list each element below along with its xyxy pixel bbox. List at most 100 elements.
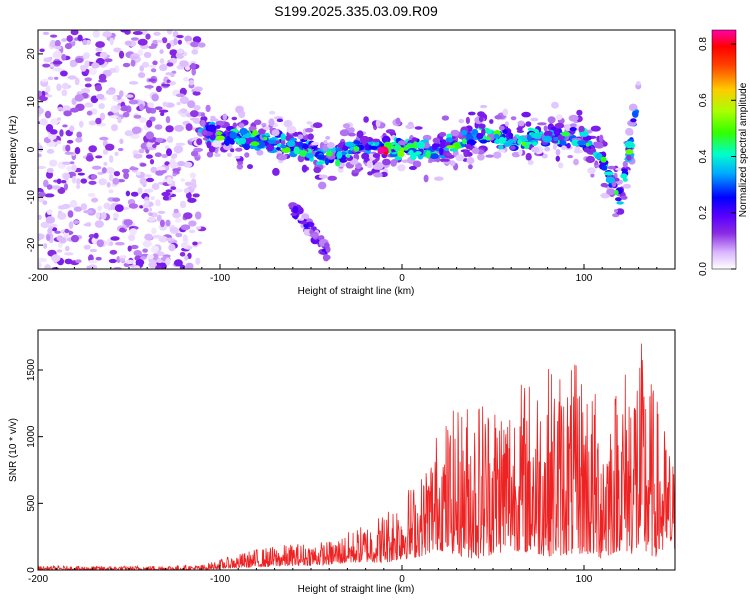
heatmap-cell [56, 83, 62, 92]
heatmap-cell [166, 42, 171, 50]
heatmap-cell [54, 50, 62, 58]
heatmap-cell [44, 110, 52, 119]
heatmap-cell [615, 208, 625, 215]
heatmap-cell [503, 142, 513, 147]
heatmap-cell [295, 141, 301, 146]
heatmap-cell [518, 148, 523, 156]
heatmap-cell [84, 102, 92, 108]
heatmap-cell [109, 115, 119, 119]
heatmap-cell [366, 160, 373, 169]
heatmap-cell [69, 61, 77, 68]
heatmap-cell [517, 120, 525, 127]
heatmap-cell [351, 169, 361, 173]
heatmap-cell [179, 96, 189, 105]
heatmap-cell [613, 189, 619, 196]
heatmap-cell [117, 116, 122, 124]
heatmap-cell [310, 226, 317, 231]
heatmap-cell [156, 251, 165, 257]
heatmap-cell [60, 70, 68, 77]
heatmap-cell [322, 254, 330, 262]
heatmap-cell [80, 65, 87, 72]
heatmap-cell [361, 152, 370, 160]
heatmap-cell [90, 174, 97, 180]
heatmap-cell [173, 208, 179, 214]
x-tick-label: -200 [28, 574, 48, 585]
heatmap-cell [38, 95, 48, 102]
heatmap-cell [397, 150, 405, 158]
heatmap-cell [620, 173, 628, 179]
heatmap-cell [195, 257, 201, 265]
heatmap-cell [66, 35, 73, 42]
heatmap-cell [620, 195, 628, 200]
heatmap-cell [111, 124, 118, 132]
heatmap-cell [128, 203, 139, 209]
heatmap-cell [573, 158, 579, 166]
heatmap-cell [47, 76, 54, 81]
heatmap-cell [600, 182, 608, 188]
heatmap-cell [318, 181, 327, 190]
heatmap-cell [382, 158, 391, 166]
heatmap-cell [368, 145, 378, 150]
heatmap-cell [52, 60, 63, 65]
heatmap-cell [85, 39, 91, 45]
heatmap-cell [507, 139, 516, 143]
heatmap-cell [394, 156, 403, 161]
heatmap-cell [175, 93, 185, 98]
heatmap-cell [613, 177, 620, 182]
heatmap-cell [91, 165, 102, 170]
heatmap-cell [83, 209, 93, 214]
heatmap-cell [530, 117, 539, 122]
heatmap-cell [450, 129, 460, 137]
heatmap-cell [118, 255, 127, 259]
colorbar-tick-label: 0.6 [698, 93, 709, 107]
heatmap-cell [197, 241, 202, 245]
heatmap-cell [166, 176, 173, 185]
heatmap-cell [164, 145, 170, 149]
heatmap-cell [42, 200, 48, 205]
heatmap-cell [504, 121, 509, 127]
heatmap-cell [544, 146, 551, 152]
heatmap-cell [165, 125, 174, 133]
heatmap-cell [146, 254, 154, 260]
heatmap-cell [188, 229, 196, 234]
heatmap-cell [62, 82, 69, 90]
y-tick-label: 0 [26, 146, 37, 152]
heatmap-cell [607, 165, 616, 170]
heatmap-cell [161, 154, 168, 158]
heatmap-cell [103, 162, 108, 166]
heatmap-cell [146, 119, 153, 128]
heatmap-cell [132, 31, 143, 35]
heatmap-cell [502, 129, 508, 134]
heatmap-cell [88, 120, 97, 126]
heatmap-cell [148, 212, 154, 217]
heatmap-cell [574, 146, 581, 154]
heatmap-cell [173, 38, 178, 46]
heatmap-cell [115, 105, 122, 110]
heatmap-cell [200, 119, 206, 127]
heatmap-cell [76, 178, 81, 185]
heatmap-cell [315, 161, 323, 166]
heatmap-cell [600, 156, 607, 163]
heatmap-cell [48, 226, 54, 230]
heatmap-cell [232, 122, 237, 128]
heatmap-cell [161, 83, 171, 87]
heatmap-cell [95, 84, 103, 92]
heatmap-cell [175, 142, 186, 146]
heatmap-cell [570, 123, 577, 128]
heatmap-cell [595, 142, 604, 149]
heatmap-cell [389, 131, 395, 136]
heatmap-cell [95, 47, 103, 52]
heatmap-cell [405, 124, 415, 130]
heatmap-cell [286, 125, 297, 134]
heatmap-cell [276, 118, 284, 123]
heatmap-cell [324, 157, 330, 166]
heatmap-cell [130, 59, 136, 67]
heatmap-cell [139, 205, 144, 209]
heatmap-cell [208, 145, 216, 153]
heatmap-cell [130, 191, 139, 197]
heatmap-cell [603, 171, 614, 176]
heatmap-cell [595, 152, 603, 160]
heatmap-cell [348, 132, 356, 137]
heatmap-cell [167, 136, 174, 143]
heatmap-cell [141, 61, 150, 68]
